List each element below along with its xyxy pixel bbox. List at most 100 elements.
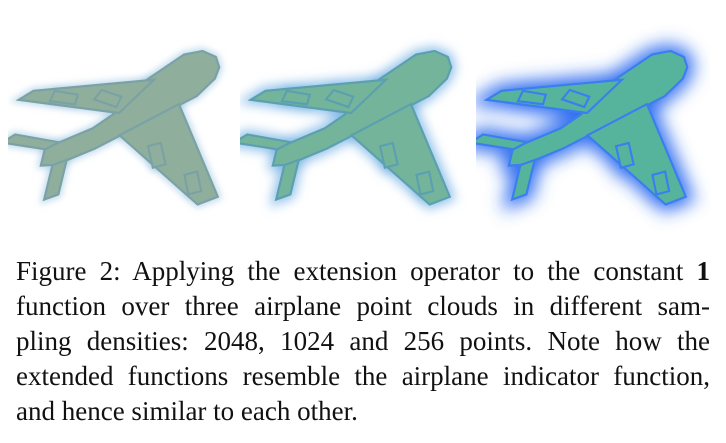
- sample-point: [67, 225, 71, 229]
- sample-point: [407, 41, 412, 46]
- sample-point: [445, 28, 450, 33]
- sample-point: [605, 28, 611, 34]
- sample-point: [78, 27, 82, 31]
- sample-point: [399, 53, 404, 58]
- sample-point: [78, 160, 82, 164]
- sample-point: [121, 150, 125, 154]
- sample-point: [89, 28, 93, 32]
- sample-point: [86, 117, 90, 121]
- sample-point: [18, 74, 22, 78]
- sample-point: [283, 73, 288, 78]
- sample-point: [133, 188, 137, 192]
- sample-point: [335, 200, 340, 205]
- sample-point: [216, 10, 220, 12]
- sample-point: [82, 207, 86, 211]
- sample-point: [544, 27, 550, 33]
- sample-point: [80, 79, 84, 83]
- sample-point: [19, 80, 23, 84]
- sample-point: [34, 159, 38, 163]
- sample-point: [174, 22, 178, 26]
- sample-point: [30, 70, 34, 74]
- sample-point: [114, 31, 118, 35]
- sample-point: [232, 225, 236, 229]
- sample-point: [140, 222, 144, 226]
- sample-point: [47, 22, 51, 26]
- sample-point: [221, 74, 225, 78]
- sample-point: [479, 60, 485, 66]
- sample-point: [51, 130, 55, 134]
- sample-point: [313, 10, 318, 12]
- sample-point: [605, 48, 611, 54]
- sample-point: [286, 53, 291, 58]
- sample-point: [162, 202, 166, 206]
- sample-point: [339, 221, 344, 226]
- sample-point: [544, 194, 550, 200]
- sample-point: [443, 15, 448, 20]
- sample-point: [316, 26, 321, 31]
- sample-point: [328, 163, 333, 168]
- sample-point: [144, 179, 148, 183]
- sample-point: [86, 182, 90, 186]
- sample-point: [47, 212, 51, 216]
- sample-point: [67, 178, 71, 182]
- sample-point: [141, 32, 145, 36]
- sample-point: [191, 32, 195, 36]
- sample-point: [94, 56, 98, 60]
- sample-point: [249, 65, 254, 70]
- sample-point: [142, 23, 146, 27]
- sample-point: [232, 103, 236, 107]
- sample-point: [436, 130, 441, 135]
- sample-point: [271, 52, 276, 57]
- sample-point: [365, 47, 370, 52]
- sample-point: [309, 170, 314, 175]
- sample-point: [45, 74, 49, 78]
- sample-point: [353, 181, 358, 186]
- sample-point: [235, 127, 239, 131]
- sample-point: [249, 117, 254, 122]
- sample-point: [455, 112, 460, 117]
- sample-point: [122, 27, 126, 31]
- sample-point: [159, 217, 163, 221]
- sample-point: [100, 45, 104, 49]
- sample-point: [155, 178, 159, 182]
- sample-point: [305, 10, 310, 12]
- sample-point: [136, 182, 140, 186]
- sample-point: [306, 227, 311, 232]
- sample-point: [34, 179, 38, 183]
- sample-point: [224, 136, 228, 140]
- sample-point: [127, 65, 131, 69]
- sample-point: [261, 226, 266, 231]
- sample-point: [447, 162, 452, 167]
- sample-point: [151, 31, 155, 35]
- sample-point: [218, 41, 222, 45]
- sample-point: [588, 225, 594, 231]
- sample-point: [25, 107, 29, 111]
- sample-point: [89, 65, 93, 69]
- sample-point: [47, 69, 51, 73]
- sample-point: [197, 12, 201, 16]
- sample-point: [357, 20, 362, 25]
- sample-point: [100, 10, 104, 11]
- sample-point: [220, 36, 224, 40]
- sample-point: [96, 51, 100, 55]
- sample-point: [261, 123, 266, 128]
- sample-point: [392, 221, 397, 226]
- sample-point: [240, 46, 242, 51]
- sample-point: [210, 159, 214, 163]
- sample-point: [252, 21, 257, 26]
- sample-point: [133, 10, 137, 12]
- sample-point: [399, 41, 404, 46]
- sample-point: [479, 121, 485, 127]
- sample-point: [124, 42, 128, 46]
- sample-point: [563, 223, 569, 229]
- sample-point: [93, 18, 97, 22]
- sample-point: [29, 17, 33, 21]
- sample-point: [230, 155, 234, 159]
- sample-point: [503, 58, 509, 64]
- sample-point: [267, 214, 272, 219]
- sample-point: [287, 14, 292, 19]
- sample-point: [54, 70, 58, 74]
- sample-point: [99, 28, 103, 32]
- sample-point: [168, 33, 172, 37]
- sample-point: [497, 173, 503, 179]
